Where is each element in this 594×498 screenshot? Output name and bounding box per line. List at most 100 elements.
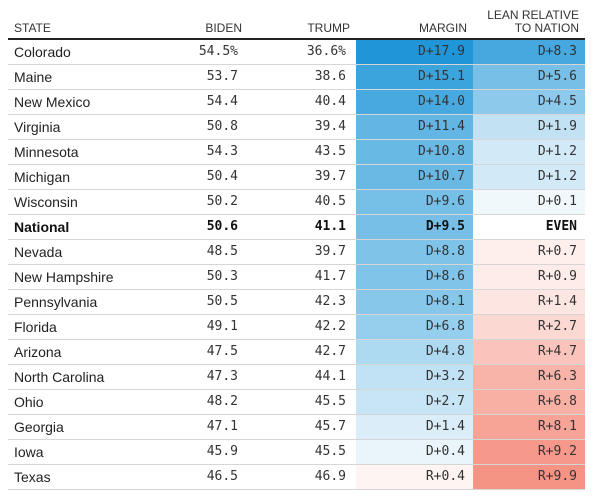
biden-cell: 53.7 [168, 64, 248, 90]
state-cell: North Carolina [8, 364, 168, 390]
biden-cell: 54.3 [168, 139, 248, 165]
trump-cell: 40.5 [248, 189, 356, 215]
margin-cell: D+0.4 [356, 439, 473, 465]
margin-cell: D+9.5 [356, 214, 473, 240]
margin-cell: D+14.0 [356, 89, 473, 115]
lean-cell: D+0.1 [473, 189, 585, 215]
trump-cell: 36.6% [248, 39, 356, 65]
lean-cell: D+4.5 [473, 89, 585, 115]
column-header-state: STATE [8, 4, 168, 40]
trump-cell: 42.3 [248, 289, 356, 315]
margin-cell: D+8.6 [356, 264, 473, 290]
state-cell: Colorado [8, 39, 168, 65]
trump-cell: 43.5 [248, 139, 356, 165]
margin-cell: D+10.8 [356, 139, 473, 165]
biden-cell: 47.3 [168, 364, 248, 390]
table-row: Ohio 48.2 45.5 D+2.7 R+6.8 [8, 389, 585, 415]
state-cell: Nevada [8, 239, 168, 265]
trump-cell: 45.7 [248, 414, 356, 440]
margin-cell: D+17.9 [356, 39, 473, 65]
trump-cell: 42.2 [248, 314, 356, 340]
lean-cell: D+1.2 [473, 164, 585, 190]
table-row: Georgia 47.1 45.7 D+1.4 R+8.1 [8, 414, 585, 440]
table-row: Virginia 50.8 39.4 D+11.4 D+1.9 [8, 114, 585, 140]
table-row: Texas 46.5 46.9 R+0.4 R+9.9 [8, 464, 585, 490]
trump-cell: 42.7 [248, 339, 356, 365]
margin-cell: D+6.8 [356, 314, 473, 340]
trump-cell: 45.5 [248, 439, 356, 465]
biden-cell: 48.2 [168, 389, 248, 415]
biden-cell: 50.2 [168, 189, 248, 215]
lean-cell: D+5.6 [473, 64, 585, 90]
state-cell: New Mexico [8, 89, 168, 115]
state-cell: Wisconsin [8, 189, 168, 215]
margin-cell: D+9.6 [356, 189, 473, 215]
lean-cell: R+0.9 [473, 264, 585, 290]
lean-cell: R+9.2 [473, 439, 585, 465]
table-row: Pennsylvania 50.5 42.3 D+8.1 R+1.4 [8, 289, 585, 315]
lean-cell: D+1.9 [473, 114, 585, 140]
trump-cell: 39.7 [248, 239, 356, 265]
lean-cell: R+6.8 [473, 389, 585, 415]
margin-cell: D+2.7 [356, 389, 473, 415]
biden-cell: 50.4 [168, 164, 248, 190]
table-row: Arizona 47.5 42.7 D+4.8 R+4.7 [8, 339, 585, 365]
lean-header-line2: TO NATION [514, 21, 579, 35]
table-row: New Mexico 54.4 40.4 D+14.0 D+4.5 [8, 89, 585, 115]
trump-cell: 39.7 [248, 164, 356, 190]
state-cell: Virginia [8, 114, 168, 140]
table-row: Colorado 54.5% 36.6% D+17.9 D+8.3 [8, 39, 585, 65]
table-row: Iowa 45.9 45.5 D+0.4 R+9.2 [8, 439, 585, 465]
trump-cell: 45.5 [248, 389, 356, 415]
header-row: STATE BIDEN TRUMP MARGIN LEAN RELATIVE TO… [8, 4, 585, 40]
lean-cell: D+1.2 [473, 139, 585, 165]
margin-cell: R+0.4 [356, 464, 473, 490]
biden-cell: 48.5 [168, 239, 248, 265]
lean-header-line1: LEAN RELATIVE [487, 8, 579, 22]
lean-cell: R+1.4 [473, 289, 585, 315]
lean-cell: R+4.7 [473, 339, 585, 365]
table-body: Colorado 54.5% 36.6% D+17.9 D+8.3 Maine 53.7 38… [8, 39, 585, 490]
trump-cell: 41.1 [248, 214, 356, 240]
table-row: Minnesota 54.3 43.5 D+10.8 D+1.2 [8, 139, 585, 165]
state-cell: Pennsylvania [8, 289, 168, 315]
table-row: Florida 49.1 42.2 D+6.8 R+2.7 [8, 314, 585, 340]
table-header: STATE BIDEN TRUMP MARGIN LEAN RELATIVE TO… [8, 4, 585, 40]
biden-cell: 45.9 [168, 439, 248, 465]
biden-cell: 49.1 [168, 314, 248, 340]
margin-cell: D+4.8 [356, 339, 473, 365]
column-header-trump: TRUMP [248, 4, 356, 40]
lean-cell: D+8.3 [473, 39, 585, 65]
margin-cell: D+8.1 [356, 289, 473, 315]
table-row: Wisconsin 50.2 40.5 D+9.6 D+0.1 [8, 189, 585, 215]
table-row: Michigan 50.4 39.7 D+10.7 D+1.2 [8, 164, 585, 190]
biden-cell: 50.6 [168, 214, 248, 240]
trump-cell: 38.6 [248, 64, 356, 90]
table-row: New Hampshire 50.3 41.7 D+8.6 R+0.9 [8, 264, 585, 290]
state-cell: Maine [8, 64, 168, 90]
state-cell: Florida [8, 314, 168, 340]
column-header-lean: LEAN RELATIVE TO NATION [473, 4, 585, 40]
biden-cell: 50.8 [168, 114, 248, 140]
state-cell: Iowa [8, 439, 168, 465]
polling-table: STATE BIDEN TRUMP MARGIN LEAN RELATIVE TO… [8, 4, 585, 490]
trump-cell: 40.4 [248, 89, 356, 115]
biden-cell: 54.4 [168, 89, 248, 115]
table-row-national: National 50.6 41.1 D+9.5 EVEN [8, 214, 585, 240]
column-header-biden: BIDEN [168, 4, 248, 40]
margin-cell: D+15.1 [356, 64, 473, 90]
state-cell: Minnesota [8, 139, 168, 165]
biden-cell: 46.5 [168, 464, 248, 490]
table-row: Nevada 48.5 39.7 D+8.8 R+0.7 [8, 239, 585, 265]
state-cell: Michigan [8, 164, 168, 190]
biden-cell: 50.3 [168, 264, 248, 290]
trump-cell: 39.4 [248, 114, 356, 140]
biden-cell: 54.5% [168, 39, 248, 65]
trump-cell: 46.9 [248, 464, 356, 490]
trump-cell: 44.1 [248, 364, 356, 390]
biden-cell: 50.5 [168, 289, 248, 315]
lean-cell: R+6.3 [473, 364, 585, 390]
state-cell: Georgia [8, 414, 168, 440]
margin-cell: D+10.7 [356, 164, 473, 190]
margin-cell: D+11.4 [356, 114, 473, 140]
